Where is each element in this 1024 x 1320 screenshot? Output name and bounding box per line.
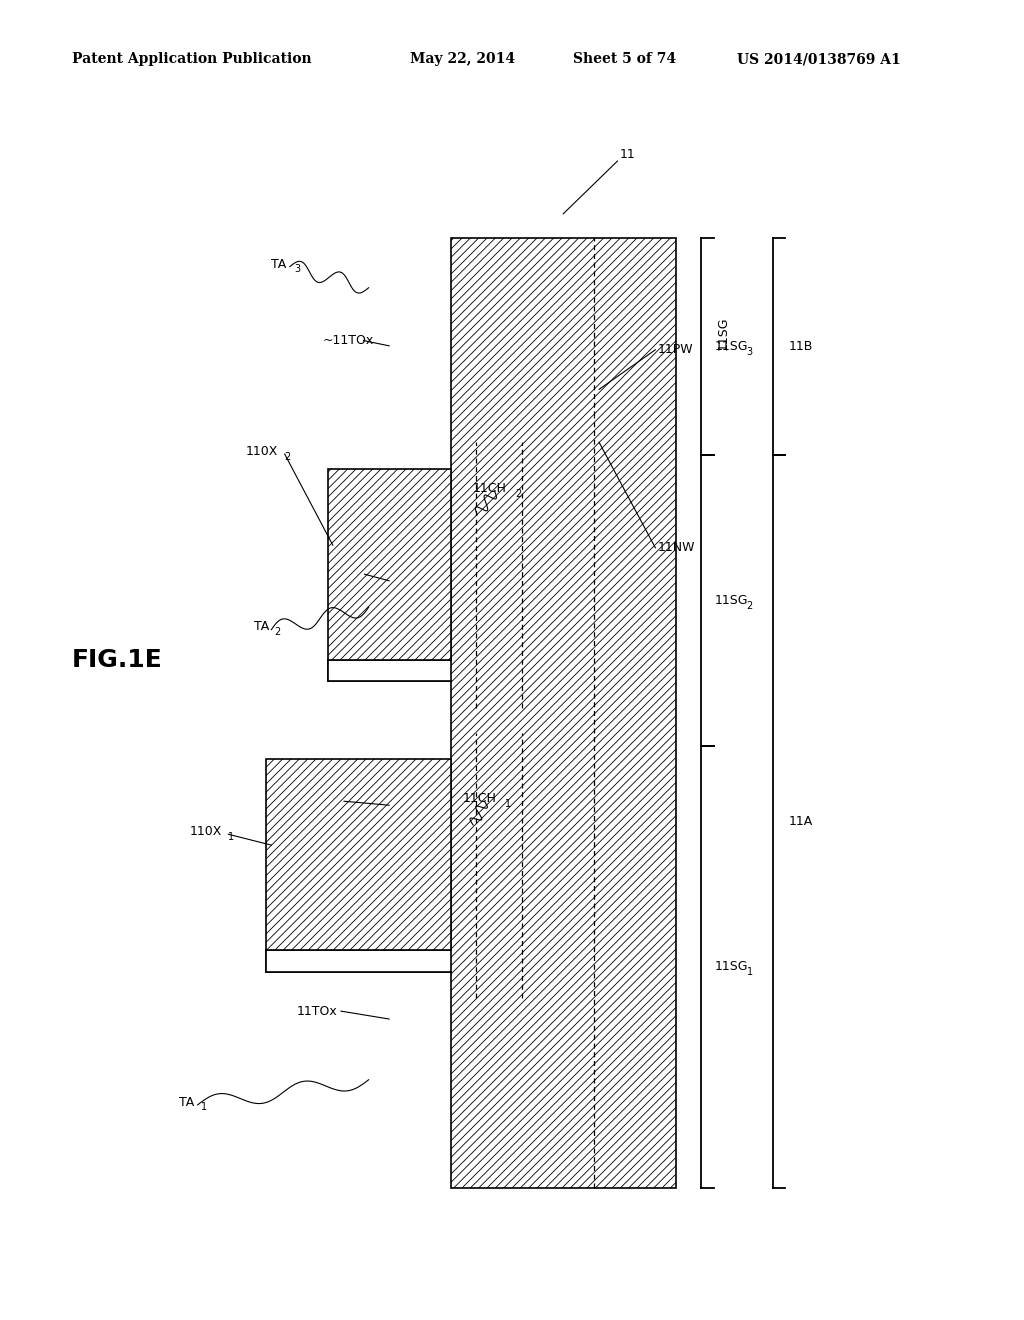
Text: TA: TA xyxy=(254,620,269,634)
Text: ~11TOx: ~11TOx xyxy=(297,795,348,808)
Text: 11SG: 11SG xyxy=(715,961,749,973)
Text: Patent Application Publication: Patent Application Publication xyxy=(72,53,311,66)
Text: TA: TA xyxy=(271,257,287,271)
Text: 2: 2 xyxy=(285,451,291,462)
Text: 3: 3 xyxy=(746,347,753,356)
Text: 11SG: 11SG xyxy=(717,317,730,350)
Text: 11B: 11B xyxy=(788,341,813,352)
Bar xyxy=(266,950,451,972)
Text: 11NW: 11NW xyxy=(657,541,695,554)
Text: 11: 11 xyxy=(620,148,635,161)
Text: 11A: 11A xyxy=(788,816,813,828)
Text: 11PW: 11PW xyxy=(657,343,693,356)
Text: 1: 1 xyxy=(201,1102,207,1113)
Text: US 2014/0138769 A1: US 2014/0138769 A1 xyxy=(737,53,901,66)
Text: 2: 2 xyxy=(746,601,753,611)
Text: 11CH: 11CH xyxy=(473,482,507,495)
Text: 11TOx: 11TOx xyxy=(297,1005,338,1018)
Text: 110X: 110X xyxy=(246,445,279,458)
Text: 1: 1 xyxy=(505,799,511,809)
Polygon shape xyxy=(266,238,676,1188)
Text: 1: 1 xyxy=(228,832,234,842)
Text: 11CH: 11CH xyxy=(463,792,497,805)
Bar xyxy=(328,469,451,660)
Text: Sheet 5 of 74: Sheet 5 of 74 xyxy=(573,53,677,66)
Text: ~11TOx: ~11TOx xyxy=(323,334,374,347)
Text: 11TOx: 11TOx xyxy=(326,568,367,581)
Text: 3: 3 xyxy=(294,264,300,275)
Text: 110X: 110X xyxy=(189,825,222,838)
Text: 2: 2 xyxy=(274,627,281,638)
Text: 11SG: 11SG xyxy=(715,341,749,352)
Text: May 22, 2014: May 22, 2014 xyxy=(410,53,515,66)
Bar xyxy=(328,660,451,681)
Text: 2: 2 xyxy=(515,488,521,499)
Text: TA: TA xyxy=(179,1096,195,1109)
Text: FIG.1E: FIG.1E xyxy=(72,648,163,672)
Text: 11SG: 11SG xyxy=(715,594,749,607)
Bar xyxy=(266,759,451,950)
Text: 1: 1 xyxy=(746,968,753,977)
